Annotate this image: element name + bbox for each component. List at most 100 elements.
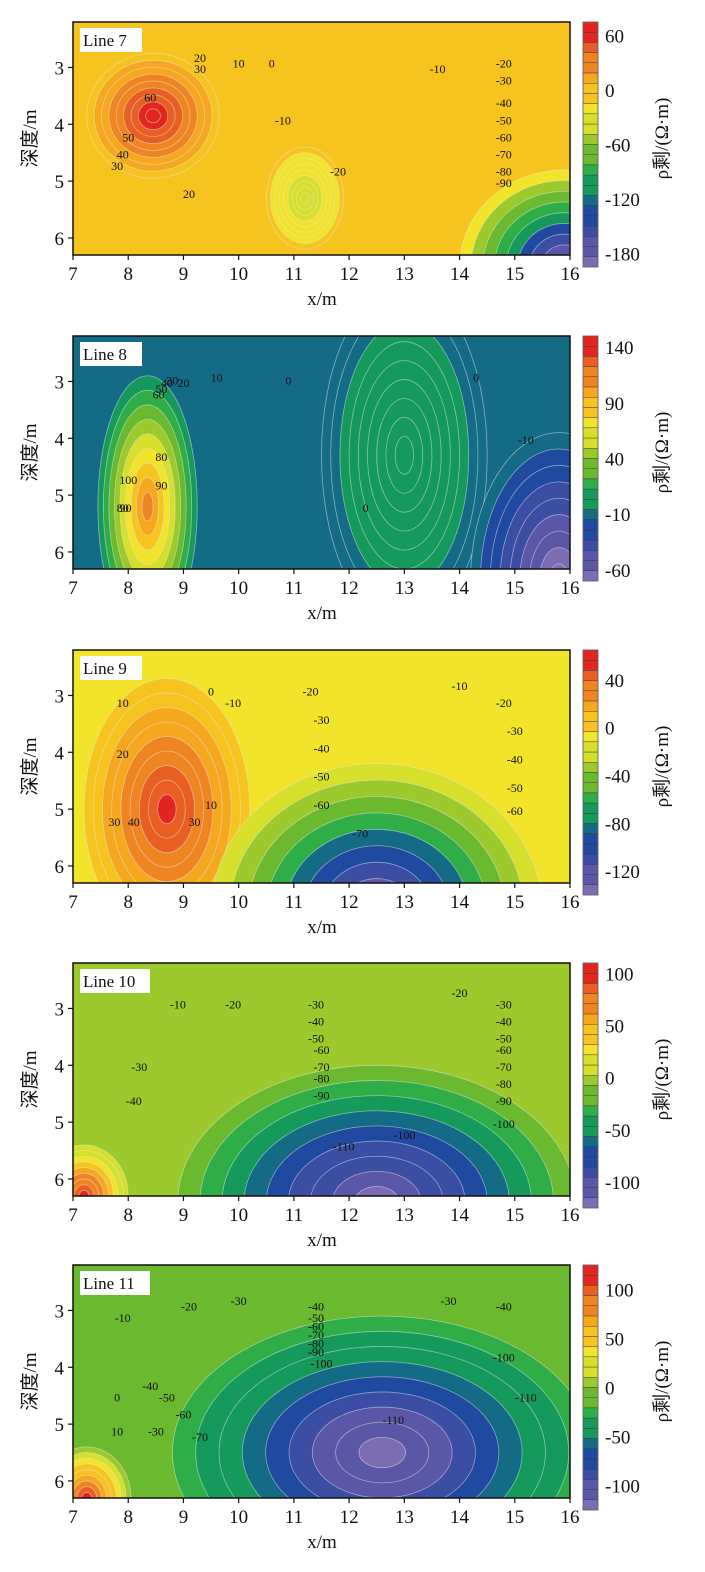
contour-band-low	[529, 530, 570, 569]
y-tick-label: 4	[55, 429, 65, 450]
colorbar-tick-label: -50	[605, 1428, 630, 1449]
contour-label: 30	[108, 815, 120, 829]
colorbar-segment	[582, 134, 599, 145]
contour-label: -60	[308, 1319, 324, 1333]
y-tick-label: 6	[55, 543, 65, 564]
colorbar-segment	[582, 32, 599, 43]
colorbar-segment	[582, 1024, 599, 1035]
y-tick-label: 6	[55, 857, 65, 878]
y-tick-label: 4	[55, 115, 65, 136]
contour-label: 50	[155, 382, 167, 396]
contour-label: -40	[142, 1379, 158, 1393]
colorbar-tick-label: 0	[605, 719, 615, 740]
contour-band-high	[157, 794, 177, 825]
contour-label: 10	[111, 1424, 123, 1438]
colorbar-tick-label: 50	[605, 1330, 624, 1351]
x-tick-label: 9	[179, 264, 189, 285]
x-axis-label: x/m	[307, 1532, 337, 1553]
plot-frame	[72, 21, 571, 256]
colorbar-segment	[582, 205, 599, 217]
colorbar-segment	[582, 1397, 599, 1409]
x-tick-label: 16	[561, 1205, 580, 1226]
contour-band-high	[78, 1189, 90, 1196]
plot-area: -10 -20 -30-40-50-60-70-80-90-30-40-110-10…	[73, 963, 570, 1196]
x-tick-label: 10	[229, 1205, 248, 1226]
contour-label: 10	[233, 56, 245, 70]
colorbar-label: ρ剩/(Ω·m)	[651, 412, 673, 494]
colorbar-segment	[582, 448, 599, 459]
y-axis-label: 深度/m	[19, 1352, 41, 1410]
colorbar-segment	[582, 1003, 599, 1015]
contour-label: -10	[429, 62, 445, 76]
colorbar-segment	[582, 437, 599, 449]
colorbar-segment	[582, 1146, 599, 1158]
plot-frame	[72, 1264, 571, 1499]
y-tick-label: 3	[55, 686, 65, 707]
y-tick-label: 3	[55, 372, 65, 393]
contour-band-low	[357, 878, 397, 883]
contour-label: -90	[314, 1088, 330, 1102]
colorbar-segment	[582, 1197, 599, 1209]
y-axis-label: 深度/m	[19, 423, 41, 481]
y-tick-label: 4	[55, 1056, 65, 1077]
contour-label: 0	[363, 501, 369, 515]
colorbar-segment	[582, 1177, 599, 1188]
colorbar-label: ρ剩/(Ω·m)	[651, 1341, 673, 1423]
plot-frame	[72, 649, 571, 884]
colorbar-segment	[582, 649, 599, 661]
contour-label: -100	[493, 1351, 515, 1365]
colorbar-frame	[582, 649, 599, 896]
colorbar-segment	[582, 973, 599, 984]
colorbar-segment	[582, 1377, 599, 1388]
x-tick-label: 11	[285, 1507, 303, 1528]
colorbar-segment	[582, 560, 599, 571]
colorbar-segment	[582, 823, 599, 834]
contour-label: 60	[144, 91, 156, 105]
colorbar-tick-label: 60	[605, 27, 624, 48]
colorbar-segment	[582, 813, 599, 824]
colorbar-segment	[582, 762, 599, 773]
contour-label: -30	[496, 997, 512, 1011]
contour-label: -30	[441, 1294, 457, 1308]
x-tick-label: 14	[450, 1507, 470, 1528]
colorbar-segment	[582, 843, 599, 855]
x-axis-label: x/m	[307, 603, 337, 624]
colorbar-segment	[582, 93, 599, 104]
colorbar-segment	[582, 478, 599, 490]
colorbar-segment	[582, 174, 599, 186]
colorbar-tick-label: 0	[605, 1069, 615, 1090]
contour-label: -110	[333, 1140, 355, 1154]
colorbar-segment	[582, 1105, 599, 1117]
contour-label: 20	[183, 187, 195, 201]
x-axis-label: x/m	[307, 917, 337, 938]
colorbar-segment	[582, 1156, 599, 1168]
x-tick-label: 8	[123, 892, 133, 913]
colorbar-segment	[582, 386, 599, 398]
colorbar-segment	[582, 519, 599, 531]
colorbar-segment	[582, 21, 599, 33]
colorbar-segment	[582, 246, 599, 257]
colorbar-segment	[582, 1115, 599, 1127]
line-label-box	[80, 342, 142, 366]
contour-band-low	[358, 895, 395, 928]
line-label: Line 11	[83, 1274, 135, 1293]
contour-label: -20	[330, 164, 346, 178]
x-tick-label: 7	[68, 1205, 78, 1226]
contour-label: 0	[208, 684, 214, 698]
colorbar-segment	[582, 236, 599, 247]
contour-label: -20	[181, 1299, 197, 1313]
y-tick-label: 5	[55, 1113, 65, 1134]
plot-area: -10-20 -30 -40-50-60-70-80-90-100010-40-50…	[73, 1265, 570, 1498]
contour-label: 30	[166, 373, 178, 387]
colorbar-tick-label: 50	[605, 1017, 624, 1038]
x-tick-label: 13	[395, 892, 414, 913]
contour-label: -70	[314, 1060, 330, 1074]
x-tick-label: 12	[340, 892, 359, 913]
contour-label: -10	[225, 696, 241, 710]
colorbar-segment	[582, 874, 599, 885]
y-tick-label: 3	[55, 1301, 65, 1322]
colorbar-segment	[582, 962, 599, 974]
colorbar-segment	[582, 711, 599, 722]
